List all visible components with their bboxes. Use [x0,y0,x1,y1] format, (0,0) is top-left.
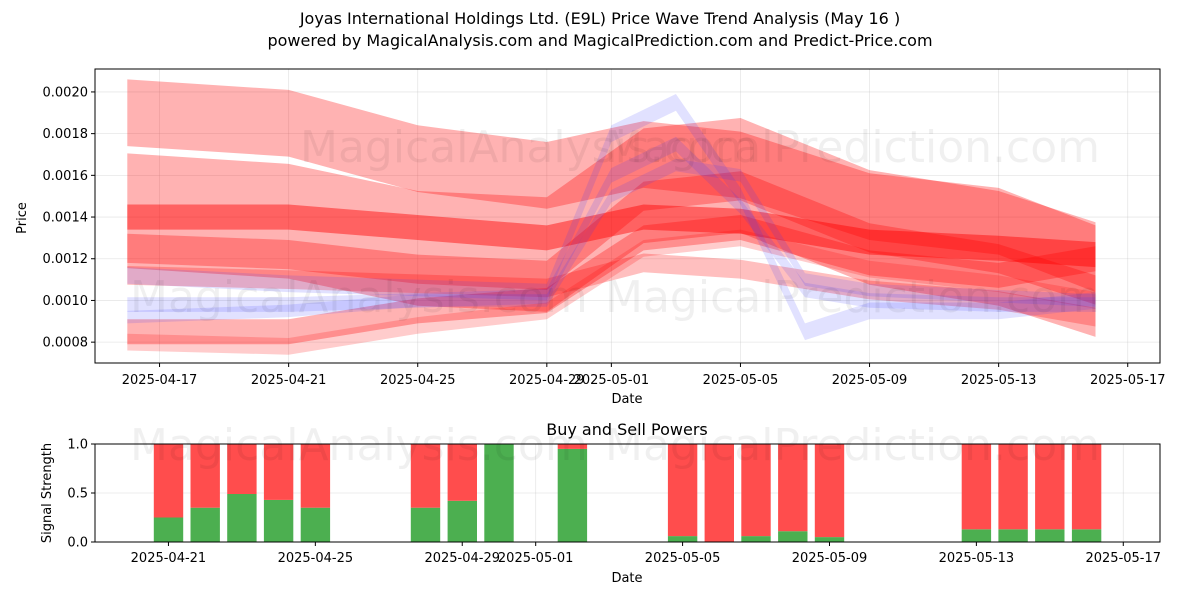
sell-bar-2025-04-22 [190,444,220,508]
wave-band-blue-9 [127,158,1096,324]
price-y-tick-label-1: 0.0010 [43,294,89,309]
watermark-bottom-1: MagicalAnalysis.com [130,420,588,471]
buy-bar-2025-05-09 [814,537,845,542]
wave-band-red-3 [127,171,1096,305]
signal-x-tick-label-0: 2025-04-21 [131,551,207,566]
signal-x-tick-label-7: 2025-05-17 [1085,551,1161,566]
signal-y-tick-label-1: 0.5 [67,487,88,502]
signal-y-ticks: 0.0 0.5 1.0 [67,438,95,551]
signal-x-tick-label-1: 2025-04-25 [278,551,354,566]
signal-x-ticks: 2025-04-21 2025-04-25 2025-04-292025-05-01… [131,542,1161,566]
price-wave-bands [127,79,1096,355]
price-x-axis-label: Date [611,392,642,407]
sell-bar-2025-04-25 [300,444,331,508]
buy-bar-2025-04-21 [153,517,184,542]
buy-bar-2025-04-30 [484,444,514,542]
buy-sell-title: Buy and Sell Powers [546,420,708,439]
buy-bar-2025-04-29 [447,500,477,542]
signal-x-tick-label-3: 2025-05-01 [498,551,574,566]
signal-y-tick-label-2: 1.0 [67,438,88,453]
buy-bar-2025-04-23 [227,494,257,542]
signal-x-axis-label: Date [611,571,642,586]
sell-bar-2025-05-16 [1071,444,1102,530]
watermark-top-1: MagicalAnalysis.com [300,122,758,173]
signal-x-tick-label-4: 2025-05-05 [645,551,721,566]
buy-bar-2025-05-08 [778,531,808,542]
sell-bar-2025-05-13 [961,444,992,530]
buy-bar-2025-04-24 [263,499,294,542]
signal-x-tick-label-6: 2025-05-13 [939,551,1015,566]
signal-x-tick-label-5: 2025-05-09 [792,551,868,566]
price-y-axis-label: Price [15,202,30,234]
sell-bar-2025-04-21 [153,444,184,518]
price-y-tick-label-6: 0.0020 [43,85,89,100]
watermark-bottom-2: MagicalPrediction.com [605,420,1100,471]
buy-bar-2025-04-28 [410,507,441,542]
buy-sell-bars [153,444,1102,542]
signal-x-tick-label-2: 2025-04-29 [424,551,500,566]
price-y-tick-label-0: 0.0008 [43,336,89,351]
price-y-tick-label-2: 0.0012 [43,252,89,267]
sell-bar-2025-05-08 [778,444,808,532]
sell-bar-2025-04-23 [227,444,257,494]
wave-band-red-0 [127,79,1096,293]
chart-title-line2: powered by MagicalAnalysis.com and Magic… [267,31,933,50]
price-x-tick-label-8: 2025-05-17 [1090,373,1166,388]
sell-bar-2025-05-14 [998,444,1028,530]
sell-bar-2025-04-28 [410,444,441,508]
wave-band-red-2 [127,204,1096,268]
price-x-tick-label-1: 2025-04-21 [251,373,327,388]
price-y-tick-label-3: 0.0014 [43,211,89,226]
buy-bar-2025-04-22 [190,507,220,542]
watermark-top-4: MagicalPrediction.com [605,272,1100,323]
sell-bar-2025-05-07 [741,444,771,537]
buy-bar-2025-05-16 [1071,529,1102,542]
price-x-tick-label-0: 2025-04-17 [122,373,198,388]
buy-bar-2025-05-07 [741,536,771,542]
wave-band-red-1 [127,118,1096,337]
sell-bar-2025-04-24 [263,444,294,500]
buy-bar-2025-04-25 [300,507,331,542]
sell-bar-2025-05-02 [557,444,588,449]
price-y-tick-label-4: 0.0016 [43,169,89,184]
signal-y-tick-label-0: 0.0 [67,536,88,551]
price-grid [95,69,1160,363]
price-x-ticks: 2025-04-17 2025-04-21 2025-04-25 2025-04-29… [122,363,1166,388]
watermark-top-3: MagicalAnalysis.com [130,272,588,323]
buy-bar-2025-05-15 [1035,529,1065,542]
sell-bar-2025-05-15 [1035,444,1065,530]
price-y-ticks: 0.0008 0.0010 0.0012 0.0014 0.0016 0.0018 0.00… [43,85,95,351]
signal-y-axis-label: Signal Strength [40,443,55,543]
price-x-tick-label-6: 2025-05-09 [832,373,908,388]
wave-band-red-4 [127,215,1096,345]
sell-bar-2025-05-05 [667,444,698,537]
price-x-tick-label-2: 2025-04-25 [380,373,456,388]
price-x-tick-label-7: 2025-05-13 [961,373,1037,388]
price-x-tick-label-3: 2025-04-29 [509,373,585,388]
wave-band-blue-7 [127,94,1096,341]
chart-title-line1: Joyas International Holdings Ltd. (E9L) … [299,9,901,28]
wave-band-red-5 [127,229,1096,355]
buy-bar-2025-05-05 [667,536,698,542]
price-plot-frame [94,68,1161,364]
buy-bar-2025-05-02 [557,448,588,542]
sell-bar-2025-04-29 [447,444,477,501]
wave-band-red-6 [127,253,1096,327]
price-y-tick-label-5: 0.0018 [43,127,89,142]
price-x-tick-label-4: 2025-05-01 [574,373,650,388]
sell-bar-2025-05-09 [814,444,845,538]
price-x-tick-label-5: 2025-05-05 [703,373,779,388]
buy-bar-2025-05-14 [998,529,1028,542]
watermark-top-2: MagicalPrediction.com [605,122,1100,173]
sell-bar-2025-05-06 [704,444,734,542]
wave-band-blue-8 [127,136,1096,312]
buy-bar-2025-05-13 [961,529,992,542]
